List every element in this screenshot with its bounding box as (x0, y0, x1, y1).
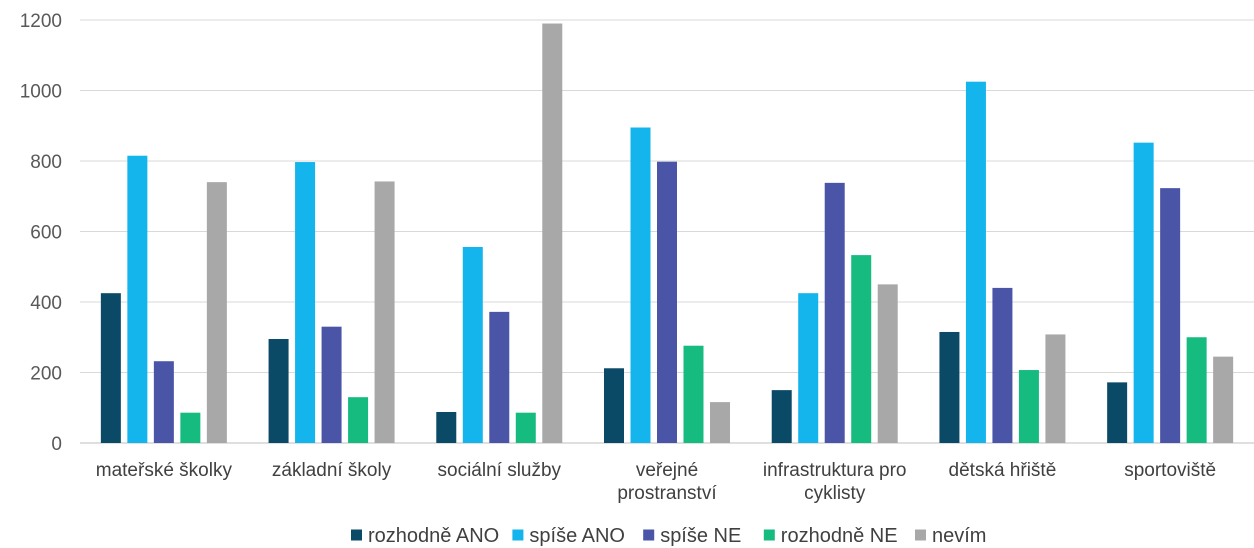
legend-label: rozhodně ANO (368, 525, 499, 547)
bar (771, 390, 792, 443)
bar (939, 331, 960, 443)
bar (1133, 142, 1154, 444)
bar (798, 293, 819, 443)
y-tick-label: 1200 (20, 11, 62, 32)
legend-label: spíše ANO (529, 525, 625, 547)
bar (374, 181, 395, 443)
bar (851, 255, 872, 443)
legend-label: rozhodně NE (781, 525, 898, 547)
bar (992, 287, 1013, 443)
bar (1045, 334, 1066, 443)
legend: rozhodně ANO spíše ANO spíše NE rozhodně NE… (351, 525, 986, 547)
bar (206, 182, 227, 443)
legend-swatch (512, 529, 524, 541)
bar (268, 339, 289, 443)
bar (630, 127, 651, 443)
legend-swatch (763, 529, 775, 541)
bar (542, 23, 563, 444)
bar (965, 81, 986, 443)
bar (515, 412, 536, 443)
legend-label: nevím (932, 525, 986, 547)
bar (153, 361, 174, 443)
bar (321, 326, 342, 443)
bar (489, 311, 510, 443)
bar (1160, 188, 1181, 443)
bar (604, 368, 624, 443)
x-category-label: sportoviště (1124, 460, 1216, 481)
y-axis: 0 200 400 600 800 1000 1200 (20, 11, 62, 455)
bar (295, 162, 316, 443)
x-category-label: veřejné prostranství (617, 460, 717, 504)
y-tick-label: 200 (30, 364, 62, 385)
legend-label: spíše NE (660, 525, 741, 547)
bar (1107, 382, 1128, 443)
bar (824, 182, 845, 444)
y-tick-label: 800 (30, 152, 62, 173)
bar (1018, 370, 1039, 443)
y-tick-label: 600 (30, 223, 62, 244)
bar (710, 402, 730, 443)
x-category-label: sociální služby (438, 460, 562, 481)
bar (1213, 356, 1234, 443)
legend-swatch (351, 529, 362, 541)
bar (877, 284, 898, 443)
bars (100, 23, 1234, 444)
y-tick-label: 1000 (20, 82, 62, 103)
x-category-label: základní školy (272, 460, 392, 481)
bar (657, 161, 677, 443)
x-category-label: dětská hřiště (949, 460, 1057, 481)
bar (180, 412, 201, 443)
x-axis: mateřské školky základní školy sociální sl… (96, 460, 1216, 504)
x-category-label: mateřské školky (96, 460, 233, 481)
bar (127, 155, 148, 443)
legend-swatch (643, 529, 655, 541)
y-tick-label: 0 (51, 434, 62, 455)
y-tick-label: 400 (30, 293, 62, 314)
x-category-label: infrastruktura pro cyklisty (763, 460, 907, 504)
bar (436, 411, 457, 443)
bar (462, 247, 483, 443)
bar (348, 397, 369, 443)
bar (100, 293, 121, 443)
bar (1186, 337, 1207, 443)
bar (683, 345, 704, 443)
legend-swatch (915, 529, 926, 541)
